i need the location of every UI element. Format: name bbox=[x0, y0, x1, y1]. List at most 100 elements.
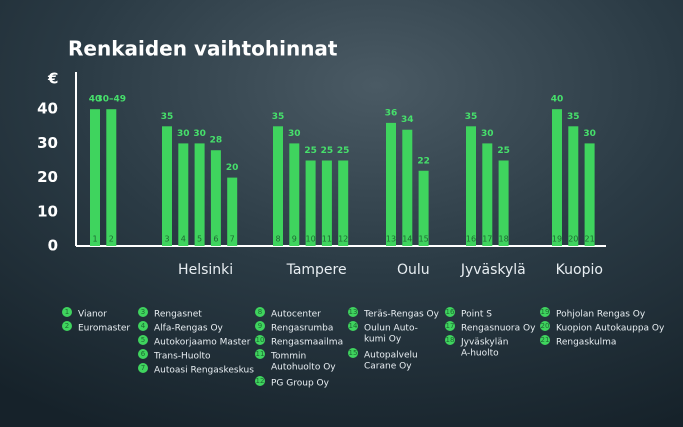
legend-marker bbox=[540, 335, 550, 345]
legend-label: Kuopion Autokauppa Oy bbox=[556, 324, 665, 334]
legend-marker bbox=[445, 307, 455, 317]
value-label: 20 bbox=[226, 163, 239, 173]
legend-number: 7 bbox=[141, 364, 145, 372]
legend-number: 14 bbox=[349, 322, 358, 330]
group-label: Jyväskylä bbox=[460, 262, 526, 278]
legend-label: Rengasrumba bbox=[271, 324, 333, 334]
legend-label: Point S bbox=[461, 310, 492, 320]
value-label: 36 bbox=[385, 108, 398, 118]
y-axis-label: € bbox=[47, 70, 58, 88]
legend-marker bbox=[138, 335, 148, 345]
legend-number: 12 bbox=[256, 377, 265, 385]
bar-number: 2 bbox=[109, 235, 114, 244]
legend-number: 2 bbox=[65, 322, 69, 330]
legend-number: 4 bbox=[141, 322, 146, 330]
bar-number: 12 bbox=[338, 235, 348, 244]
bar bbox=[482, 143, 493, 246]
bar-number: 14 bbox=[402, 235, 412, 244]
y-tick-label: 20 bbox=[37, 168, 58, 186]
value-label: 22 bbox=[417, 156, 430, 166]
legend-label: Jyväskylän bbox=[460, 338, 508, 348]
group-label: Tampere bbox=[286, 262, 347, 278]
bar bbox=[210, 150, 221, 246]
value-label: 40 bbox=[89, 95, 102, 105]
value-label: 25 bbox=[304, 146, 317, 156]
legend-label: Pohjolan Rengas Oy bbox=[556, 310, 646, 320]
bar bbox=[305, 160, 316, 246]
bar-number: 15 bbox=[419, 235, 429, 244]
legend-label: A-huolto bbox=[461, 349, 499, 359]
legend-label: Autopalvelu bbox=[364, 351, 418, 361]
legend-label: Rengasnet bbox=[154, 310, 202, 320]
bar-number: 19 bbox=[552, 235, 562, 244]
value-label: 25 bbox=[497, 146, 510, 156]
legend-marker bbox=[62, 307, 72, 317]
bar bbox=[194, 143, 205, 246]
bar bbox=[273, 126, 283, 246]
bar bbox=[227, 177, 238, 246]
bar bbox=[90, 109, 100, 246]
value-label: 30 bbox=[583, 129, 596, 139]
legend-number: 11 bbox=[256, 350, 265, 358]
bar bbox=[289, 143, 300, 246]
value-label: 30 bbox=[177, 129, 190, 139]
bar-number: 17 bbox=[482, 235, 492, 244]
legend-number: 19 bbox=[541, 308, 550, 316]
legend-label: Teräs-Rengas Oy bbox=[363, 310, 440, 320]
bar-number: 1 bbox=[92, 235, 97, 244]
legend-marker bbox=[445, 321, 455, 331]
bar-number: 20 bbox=[568, 235, 578, 244]
legend-number: 9 bbox=[258, 322, 262, 330]
value-label: 35 bbox=[161, 112, 174, 122]
legend-number: 8 bbox=[258, 308, 262, 316]
value-label: 35 bbox=[465, 112, 478, 122]
value-label: 40 bbox=[551, 95, 564, 105]
legend-number: 20 bbox=[541, 322, 550, 330]
legend-number: 10 bbox=[256, 336, 265, 344]
legend-marker bbox=[62, 321, 72, 331]
group-label: Kuopio bbox=[556, 262, 603, 278]
legend-number: 16 bbox=[446, 308, 455, 316]
legend-marker bbox=[255, 349, 265, 359]
legend-marker bbox=[255, 321, 265, 331]
legend-marker bbox=[540, 321, 550, 331]
bar-number: 8 bbox=[275, 235, 280, 244]
value-label: 34 bbox=[401, 115, 414, 125]
legend-marker bbox=[348, 348, 358, 358]
bar-number: 10 bbox=[306, 235, 316, 244]
value-label: 25 bbox=[321, 146, 334, 156]
bar-number: 13 bbox=[386, 235, 396, 244]
legend-label: Tommin bbox=[270, 352, 306, 362]
legend-label: Autokorjaamo Master bbox=[154, 338, 251, 348]
value-label: 35 bbox=[567, 112, 580, 122]
bar bbox=[568, 126, 579, 246]
value-label: 30 bbox=[193, 129, 206, 139]
bar bbox=[321, 160, 332, 246]
bar-number: 21 bbox=[585, 235, 595, 244]
bar bbox=[418, 170, 429, 246]
bar bbox=[162, 126, 172, 246]
group-label: Helsinki bbox=[178, 262, 233, 278]
bar-number: 16 bbox=[466, 235, 476, 244]
legend-marker bbox=[138, 349, 148, 359]
group-label: Oulu bbox=[397, 262, 430, 278]
value-label: 30 bbox=[288, 129, 301, 139]
legend-marker bbox=[255, 376, 265, 386]
y-tick-label: 30 bbox=[37, 134, 58, 152]
legend-label: Vianor bbox=[78, 310, 107, 320]
bar bbox=[178, 143, 189, 246]
legend-number: 18 bbox=[446, 336, 455, 344]
y-tick-label: 0 bbox=[48, 237, 58, 255]
legend-label: Trans-Huolto bbox=[153, 352, 211, 362]
bar-number: 4 bbox=[181, 235, 186, 244]
legend-number: 21 bbox=[541, 336, 550, 344]
legend-number: 17 bbox=[446, 322, 455, 330]
legend-label: Euromaster bbox=[78, 324, 130, 334]
legend-marker bbox=[138, 321, 148, 331]
legend-label: PG Group Oy bbox=[271, 379, 330, 389]
bar-number: 11 bbox=[322, 235, 332, 244]
legend-number: 13 bbox=[349, 308, 358, 316]
bar bbox=[402, 129, 413, 246]
legend-number: 5 bbox=[141, 336, 145, 344]
value-label: 25 bbox=[337, 146, 350, 156]
